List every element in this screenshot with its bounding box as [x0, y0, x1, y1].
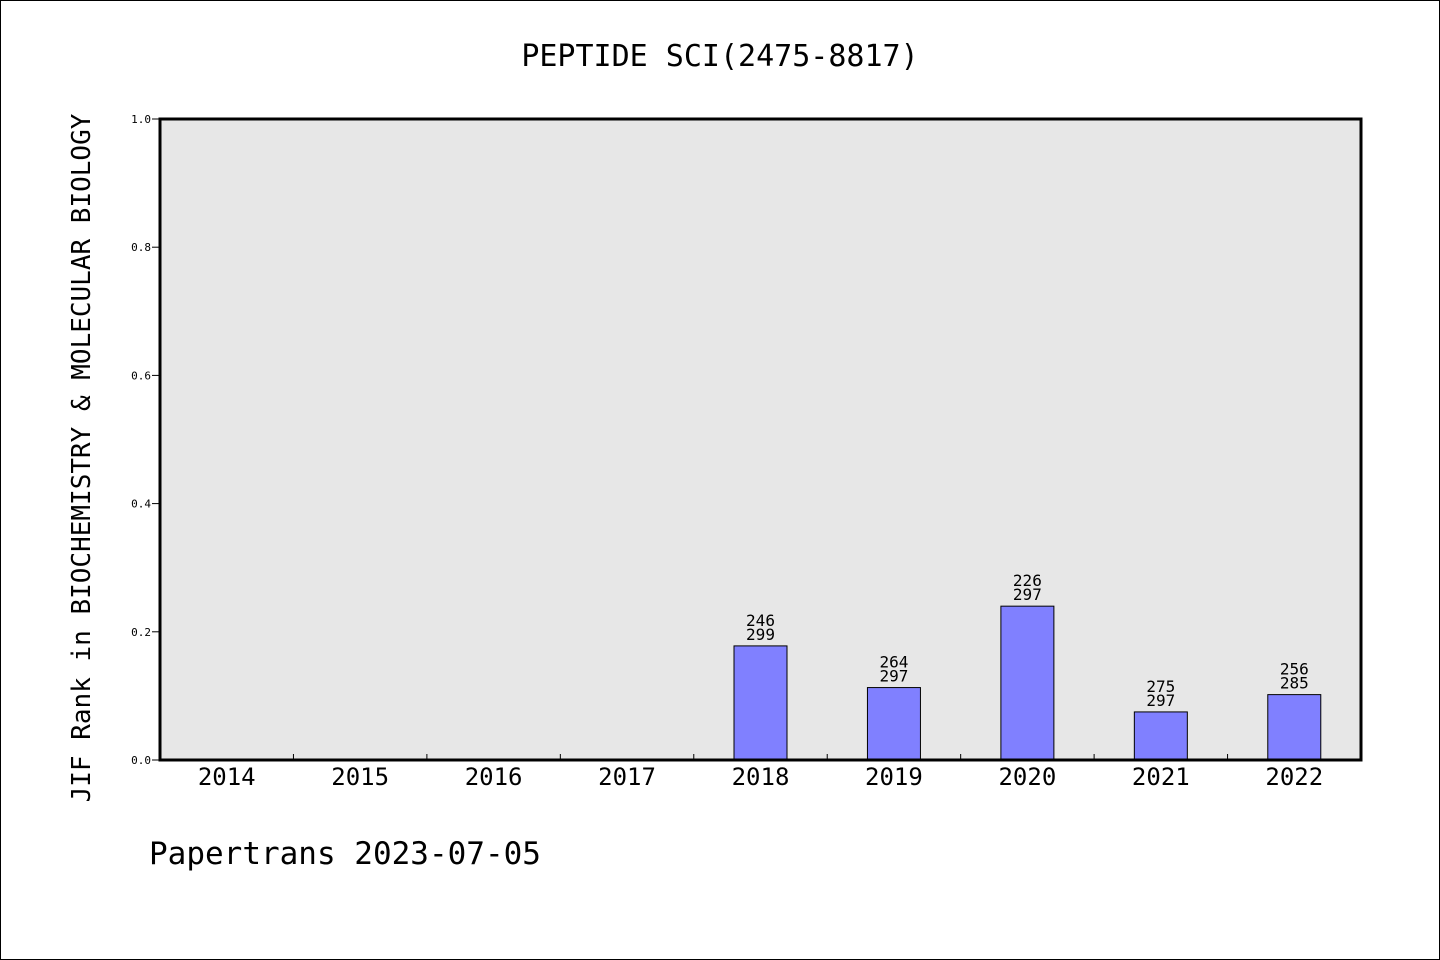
- footer-credit: Papertrans 2023-07-05: [149, 836, 541, 872]
- y-tick-label: 0.6: [131, 369, 151, 382]
- x-tick-label: 2015: [331, 763, 389, 791]
- y-tick-label: 0.2: [131, 626, 151, 639]
- x-tick-label: 2022: [1265, 763, 1323, 791]
- bar-total-label: 299: [746, 625, 775, 644]
- bar-rank-label: 226: [1013, 571, 1042, 590]
- y-tick-label: 0.4: [131, 498, 151, 511]
- bar-total-label: 297: [879, 667, 908, 686]
- bar-rank-label: 246: [746, 611, 775, 630]
- bar-total-label: 285: [1280, 674, 1309, 693]
- x-tick-label: 2016: [465, 763, 523, 791]
- bar-rank-label: 264: [879, 653, 908, 672]
- bar-rank-label: 256: [1280, 660, 1309, 679]
- plot-border: [158, 117, 1363, 762]
- y-tick-label: 0.8: [131, 241, 151, 254]
- bar-total-label: 297: [1013, 585, 1042, 604]
- bar-total-label: 297: [1146, 691, 1175, 710]
- y-tick-label: 0.0: [131, 754, 151, 767]
- y-tick-label: 1.0: [131, 113, 151, 126]
- bar: [866, 687, 921, 761]
- x-tick-label: 2017: [598, 763, 656, 791]
- bar-rank-label: 275: [1146, 677, 1175, 696]
- bar: [1000, 605, 1055, 761]
- x-tick-label: 2014: [198, 763, 256, 791]
- bar: [1267, 694, 1322, 761]
- x-tick-label: 2018: [732, 763, 790, 791]
- y-axis-label: JIF Rank in BIOCHEMISTRY & MOLECULAR BIO…: [67, 113, 97, 802]
- chart-title: PEPTIDE SCI(2475-8817): [521, 39, 918, 74]
- bar: [733, 645, 788, 761]
- x-tick-label: 2020: [998, 763, 1056, 791]
- axes-group: 0.0 0.2 0.4 0.6 0.8 1.0 2014 2015 2016 2017 2018 20…: [131, 113, 1323, 791]
- x-tick-label: 2021: [1132, 763, 1190, 791]
- x-tick-label: 2019: [865, 763, 923, 791]
- bar: [1133, 711, 1188, 761]
